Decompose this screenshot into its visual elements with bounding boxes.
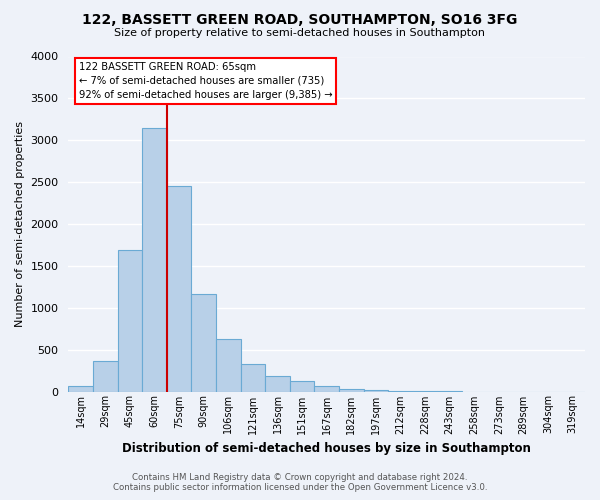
Bar bbox=[216, 338, 241, 392]
Bar bbox=[364, 390, 388, 392]
Bar bbox=[265, 376, 290, 392]
X-axis label: Distribution of semi-detached houses by size in Southampton: Distribution of semi-detached houses by … bbox=[122, 442, 531, 455]
Bar bbox=[339, 388, 364, 392]
Bar bbox=[290, 382, 314, 392]
Bar bbox=[314, 386, 339, 392]
Bar bbox=[142, 128, 167, 392]
Bar bbox=[93, 362, 118, 392]
Bar bbox=[191, 294, 216, 392]
Bar bbox=[68, 386, 93, 392]
Bar bbox=[118, 250, 142, 392]
Text: 122 BASSETT GREEN ROAD: 65sqm
← 7% of semi-detached houses are smaller (735)
92%: 122 BASSETT GREEN ROAD: 65sqm ← 7% of se… bbox=[79, 62, 332, 100]
Text: Contains HM Land Registry data © Crown copyright and database right 2024.
Contai: Contains HM Land Registry data © Crown c… bbox=[113, 473, 487, 492]
Text: Size of property relative to semi-detached houses in Southampton: Size of property relative to semi-detach… bbox=[115, 28, 485, 38]
Y-axis label: Number of semi-detached properties: Number of semi-detached properties bbox=[15, 121, 25, 327]
Bar bbox=[241, 364, 265, 392]
Text: 122, BASSETT GREEN ROAD, SOUTHAMPTON, SO16 3FG: 122, BASSETT GREEN ROAD, SOUTHAMPTON, SO… bbox=[82, 12, 518, 26]
Bar bbox=[167, 186, 191, 392]
